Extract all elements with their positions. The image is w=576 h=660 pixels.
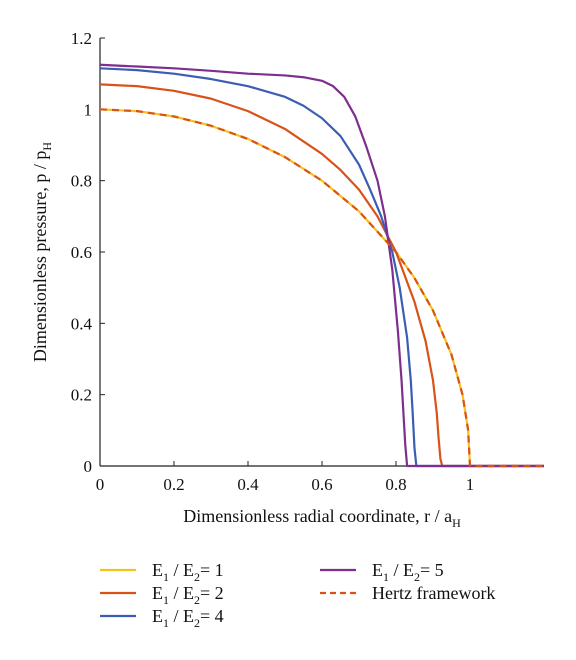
x-tick-label: 0.8 [385,475,406,494]
legend: E1 / E2= 1E1 / E2= 2E1 / E2= 4 E1 / E2= 5… [100,560,495,630]
legend-label: E1 / E2= 2 [152,583,224,607]
legend-item-1: E1 / E2= 1 [100,560,224,584]
y-tick-label: 0.8 [71,172,92,191]
legend-item-3: E1 / E2= 4 [100,606,224,630]
y-tick-label: 0 [84,457,93,476]
series-line-2 [99,83,544,468]
legend-label: E1 / E2= 5 [372,560,444,584]
x-tick-label: 0 [96,475,105,494]
x-tick-label: 0.2 [163,475,184,494]
legend-label: E1 / E2= 1 [152,560,224,584]
legend-item-5: Hertz framework [320,583,495,603]
series-line-5 [99,108,544,468]
x-tick-label: 1 [466,475,475,494]
axes: 0 0.2 0.4 0.6 0.8 1 0 0.2 0.4 0.6 0.8 1 1.2 [71,29,544,494]
y-tick-label: 0.2 [71,386,92,405]
series-line-3 [99,67,544,468]
legend-item-4: E1 / E2= 5 [320,560,444,584]
y-axis-label: Dimensionless pressure, p / pH [30,142,54,362]
y-tick-label: 0.6 [71,243,92,262]
legend-item-2: E1 / E2= 2 [100,583,224,607]
x-tick-label: 0.6 [311,475,332,494]
series-line-1 [99,108,544,468]
legend-label: E1 / E2= 4 [152,606,224,630]
y-tick-label: 0.4 [71,314,93,333]
series-line-4 [99,63,544,468]
x-tick-label: 0.4 [237,475,259,494]
y-tick-label: 1.2 [71,29,92,48]
series-group [99,63,544,468]
legend-label: Hertz framework [372,583,495,603]
x-axis-label: Dimensionless radial coordinate, r / aH [183,506,461,530]
y-tick-label: 1 [84,100,93,119]
